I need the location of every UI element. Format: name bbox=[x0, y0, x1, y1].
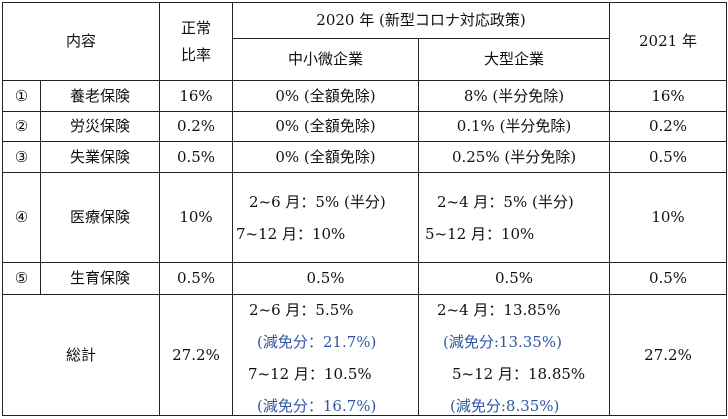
large-rate-line2: 5~12 月：10% bbox=[425, 225, 535, 243]
divider bbox=[2, 141, 726, 142]
header-large: 大型企業 bbox=[483, 50, 544, 68]
sme-rate-line2: 7~12 月：10% bbox=[236, 225, 346, 243]
insurance-name: 労災保険 bbox=[69, 117, 130, 135]
header-normal-rate: 正常 比率 bbox=[160, 3, 232, 80]
total-large-line1: 2~4 月：13.85% bbox=[437, 301, 561, 319]
divider bbox=[2, 262, 726, 263]
total-large: 2~4 月：13.85% (減免分:13.35%) 5~12 月：18.85% … bbox=[425, 303, 607, 414]
header-sme: 中小微企業 bbox=[287, 50, 363, 68]
insurance-name: 医療保険 bbox=[69, 208, 130, 226]
divider bbox=[418, 38, 419, 416]
table-border-left bbox=[2, 2, 3, 416]
header-2021: 2021 年 bbox=[639, 32, 697, 50]
sme-rate: 2~6 月：5% (半分) 7~12 月：10% bbox=[236, 195, 416, 242]
total-sme-reduction-2: (減免分：16.7%) bbox=[257, 397, 377, 415]
row-number: ② bbox=[14, 117, 29, 135]
divider bbox=[232, 2, 233, 416]
large-rate: 2~4 月：5% (半分) 5~12 月：10% bbox=[425, 195, 607, 242]
sme-rate: 0% (全額免除) bbox=[275, 117, 376, 135]
total-normal-rate: 27.2% bbox=[172, 345, 220, 364]
insurance-name: 養老保険 bbox=[69, 86, 130, 105]
divider bbox=[159, 2, 160, 416]
large-rate-line1: 2~4 月：5% (半分) bbox=[437, 193, 574, 211]
table-border-right bbox=[726, 2, 727, 416]
large-rate: 8% (半分免除) bbox=[463, 86, 565, 105]
normal-rate: 0.5% bbox=[176, 269, 216, 287]
divider bbox=[2, 294, 726, 295]
sme-rate: 0.5% bbox=[306, 269, 345, 287]
total-2021: 27.2% bbox=[644, 345, 692, 364]
total-label: 総計 bbox=[65, 345, 96, 364]
row-number: ④ bbox=[14, 208, 29, 226]
header-covid-policy: 2020 年 (新型コロナ対応政策) bbox=[316, 11, 526, 29]
sme-rate: 0% (全額免除) bbox=[275, 86, 376, 105]
total-large-reduction-2: (減免分:8.35%) bbox=[450, 397, 560, 415]
header-content: 内容 bbox=[65, 32, 96, 50]
rate-2021: 0.5% bbox=[648, 269, 688, 287]
large-rate: 0.5% bbox=[494, 269, 534, 287]
rate-2021: 0.5% bbox=[648, 147, 688, 166]
divider bbox=[40, 80, 41, 294]
insurance-name: 生育保険 bbox=[69, 269, 130, 287]
total-sme-line1: 2~6 月：5.5% bbox=[249, 301, 354, 319]
large-rate: 0.25% (半分免除) bbox=[451, 147, 577, 166]
total-large-line2: 5~12 月：18.85% bbox=[452, 365, 586, 383]
row-number: ⑤ bbox=[14, 269, 29, 287]
normal-rate: 16% bbox=[179, 86, 213, 105]
normal-rate: 10% bbox=[179, 208, 213, 226]
total-large-reduction-1: (減免分:13.35%) bbox=[443, 333, 562, 351]
rate-2021: 10% bbox=[651, 208, 685, 226]
rate-2021: 0.2% bbox=[648, 117, 688, 135]
insurance-name: 失業保険 bbox=[69, 147, 130, 166]
divider bbox=[2, 111, 726, 112]
total-sme-reduction-1: (減免分：21.7%) bbox=[257, 333, 377, 351]
row-number: ① bbox=[14, 86, 29, 105]
table-border-top bbox=[2, 2, 726, 3]
divider bbox=[2, 172, 726, 173]
large-rate: 0.1% (半分免除) bbox=[456, 117, 572, 135]
divider bbox=[232, 38, 609, 39]
sme-rate-line1: 2~6 月：5% (半分) bbox=[249, 193, 386, 211]
divider bbox=[609, 2, 610, 416]
total-sme: 2~6 月：5.5% (減免分：21.7%) 7~12 月：10.5% (減免分… bbox=[236, 303, 416, 414]
table-border-bottom bbox=[2, 415, 726, 416]
normal-rate: 0.5% bbox=[176, 147, 216, 166]
row-number: ③ bbox=[14, 147, 29, 166]
total-sme-line2: 7~12 月：10.5% bbox=[248, 365, 372, 383]
normal-rate: 0.2% bbox=[176, 117, 216, 135]
divider bbox=[2, 80, 726, 81]
rate-2021: 16% bbox=[651, 86, 685, 105]
sme-rate: 0% (全額免除) bbox=[275, 147, 376, 166]
header-normal-rate-line2: 比率 bbox=[180, 45, 211, 64]
header-normal-rate-line1: 正常 bbox=[180, 18, 211, 37]
